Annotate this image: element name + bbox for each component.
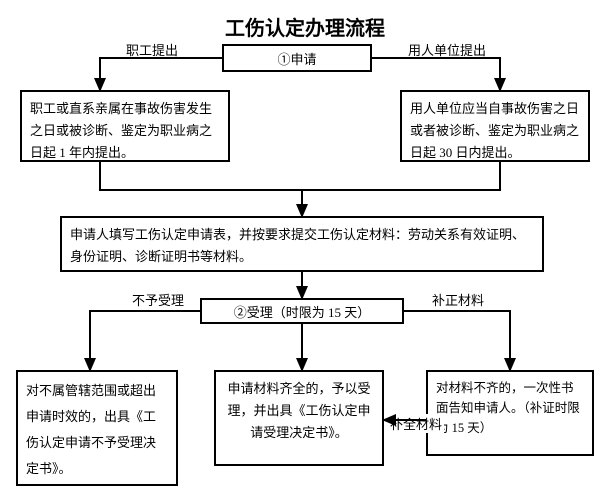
node-step1: ①申请: [222, 44, 372, 72]
node-accept: 申请材料齐全的，予以受理，并出具《工伤认定申请受理决定书》。: [214, 370, 384, 466]
node-reject: 对不属管辖范围或超出申请时效的，出具《工伤认定申请不予受理决定书》。: [16, 370, 178, 486]
label-supply-documents: 补全材料: [388, 414, 444, 433]
node-employer-requirement: 用人单位应当自事故伤害之日或者被诊断、鉴定为职业病之日起 30 日内提出。: [400, 90, 590, 162]
node-employee-requirement: 职工或直系亲属在事故伤害发生之日或被诊断、鉴定为职业病之日起 1 年内提出。: [20, 90, 230, 162]
label-need-documents: 补正材料: [430, 290, 486, 309]
label-not-accepted: 不予受理: [130, 290, 186, 309]
label-employee-submit: 职工提出: [124, 40, 180, 59]
node-supplement: 对材料不齐的，一次性书面告知申请人。（补证时限为 15 天）: [426, 370, 594, 456]
node-fill-form: 申请人填写工伤认定申请表，并按要求提交工伤认定材料：劳动关系有效证明、身份证明、…: [60, 216, 544, 272]
node-step2: ②受理（时限为 15 天）: [200, 298, 404, 324]
label-employer-submit: 用人单位提出: [406, 40, 488, 59]
page-title: 工伤认定办理流程: [200, 12, 410, 41]
